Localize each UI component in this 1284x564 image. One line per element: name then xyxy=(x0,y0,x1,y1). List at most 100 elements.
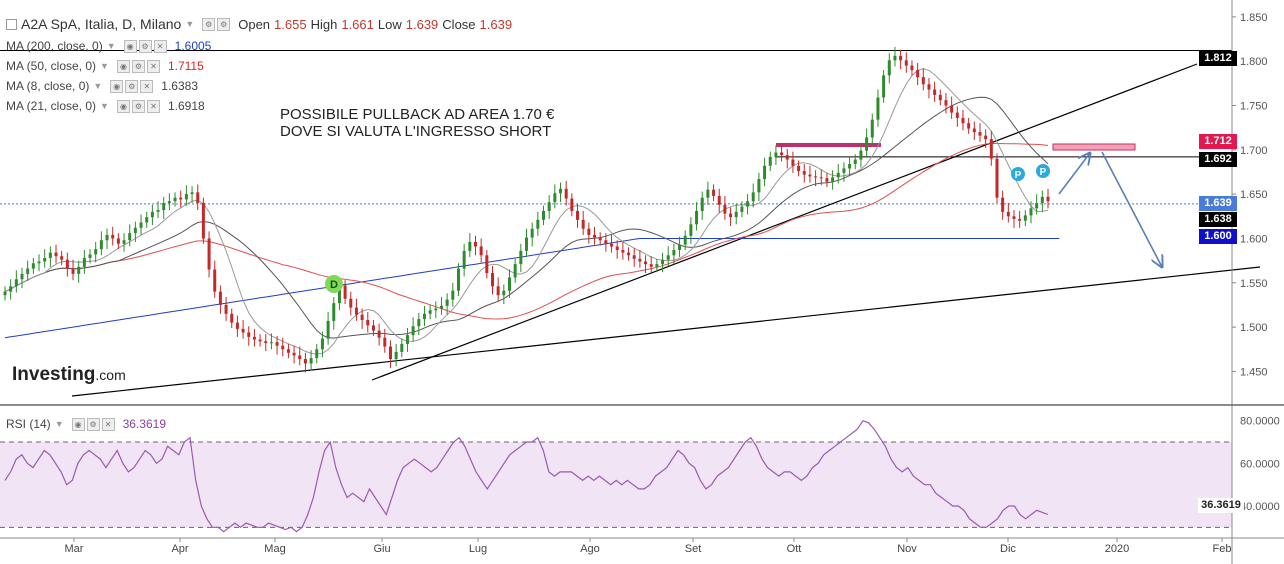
close-icon[interactable]: ✕ xyxy=(153,39,167,53)
candle-body xyxy=(502,290,506,296)
candle-body xyxy=(258,339,262,342)
rsi-tools[interactable]: ◉ ⚙ ✕ xyxy=(71,417,115,431)
close-label: Close xyxy=(442,16,476,32)
candle-body xyxy=(434,308,438,311)
y-tick-label: 1.800 xyxy=(1240,56,1268,68)
candle-body xyxy=(230,313,234,323)
gear-icon[interactable]: ⚙ xyxy=(131,99,145,113)
rsi-tick-label: 60.0000 xyxy=(1240,458,1280,470)
close-icon[interactable]: ✕ xyxy=(146,59,160,73)
candle-body xyxy=(808,174,812,177)
candle-body xyxy=(785,155,789,160)
candle-body xyxy=(780,152,784,156)
candle-body xyxy=(978,132,982,136)
chevron-down-icon[interactable]: ▼ xyxy=(106,41,116,51)
trendlines xyxy=(0,50,1261,397)
symbol-tools[interactable]: ⚙ ⚙ xyxy=(202,17,231,31)
eye-icon[interactable]: ◉ xyxy=(116,99,130,113)
chevron-down-icon[interactable]: ▼ xyxy=(54,419,64,429)
annotations: D P P xyxy=(325,152,1162,293)
annotation-text: POSSIBILE PULLBACK AD AREA 1.70 € DOVE S… xyxy=(280,106,554,140)
eye-icon[interactable]: ◉ xyxy=(123,39,137,53)
close-icon[interactable]: ✕ xyxy=(146,99,160,113)
candle-body xyxy=(179,197,183,200)
rsi-tick-label: 80.0000 xyxy=(1240,416,1280,428)
logo-main: Investing xyxy=(12,364,96,385)
candle-body xyxy=(31,263,35,269)
arrow-up xyxy=(1058,153,1090,195)
candle-body xyxy=(388,346,392,359)
candle-body xyxy=(836,172,840,178)
gear-icon[interactable]: ⚙ xyxy=(138,39,152,53)
candle-body xyxy=(553,193,557,203)
candle-body xyxy=(94,249,98,255)
moving-averages xyxy=(4,68,1060,355)
close-value: 1.639 xyxy=(479,16,513,32)
candle-body xyxy=(473,242,477,247)
candle-body xyxy=(111,234,115,239)
candle-body xyxy=(485,255,489,274)
close-icon[interactable]: ✕ xyxy=(140,79,154,93)
eye-icon[interactable]: ◉ xyxy=(71,417,85,431)
candle-body xyxy=(661,259,665,265)
candle-body xyxy=(587,228,591,235)
ma-21-tools[interactable]: ◉ ⚙ ✕ xyxy=(116,99,160,113)
settings-icon[interactable]: ⚙ xyxy=(202,17,216,31)
candle-body xyxy=(196,192,200,203)
high-value: 1.661 xyxy=(341,16,374,32)
candle-body xyxy=(729,213,733,218)
ma-21-legend: MA (21, close, 0) ▼ ◉ ⚙ ✕ 1.6918 xyxy=(6,99,205,113)
collapse-icon[interactable] xyxy=(6,18,17,30)
chevron-down-icon[interactable]: ▼ xyxy=(100,61,109,71)
chevron-down-icon[interactable]: ▼ xyxy=(100,101,109,111)
x-tick-label: 2020 xyxy=(1105,543,1129,555)
candle-body xyxy=(150,211,154,218)
x-tick-label: Mar xyxy=(65,543,84,555)
candle-body xyxy=(1023,215,1027,221)
candle-body xyxy=(54,252,58,257)
candle-body xyxy=(825,178,829,182)
candle-body xyxy=(938,94,942,101)
eye-icon[interactable]: ◉ xyxy=(116,59,130,73)
candle-body xyxy=(292,352,296,356)
candle-body xyxy=(632,255,636,259)
candle-body xyxy=(536,219,540,229)
candle-body xyxy=(218,291,222,305)
candle-body xyxy=(354,307,358,315)
chevron-down-icon[interactable]: ▼ xyxy=(185,19,195,29)
candle-body xyxy=(326,320,330,339)
arrow-down xyxy=(1101,151,1162,267)
ma-8-tools[interactable]: ◉ ⚙ ✕ xyxy=(110,79,154,93)
candle-body xyxy=(71,268,75,274)
ma-21-value: 1.6918 xyxy=(167,99,205,113)
ma-200-tools[interactable]: ◉ ⚙ ✕ xyxy=(123,39,167,53)
candle-body xyxy=(598,237,602,241)
x-tick-label: Ago xyxy=(580,543,600,555)
candle-body xyxy=(927,84,931,90)
candle-body xyxy=(337,285,341,304)
ma-8-value: 1.6383 xyxy=(161,79,198,93)
annotation-line-1: POSSIBILE PULLBACK AD AREA 1.70 € xyxy=(280,106,555,123)
candle-body xyxy=(116,238,120,244)
candle-body xyxy=(649,264,653,267)
close-icon[interactable]: ✕ xyxy=(101,417,115,431)
ma-21-label: MA (21, close, 0) xyxy=(6,99,97,113)
rsi-legend: RSI (14) ▼ ◉ ⚙ ✕ 36.3619 xyxy=(6,417,166,431)
gear-icon[interactable]: ⚙ xyxy=(86,417,100,431)
gear-icon[interactable]: ⚙ xyxy=(125,79,139,93)
annotation-line-2: DOVE SI VALUTA L'INGRESSO SHORT xyxy=(280,123,552,140)
candle-body xyxy=(139,222,143,228)
candle-body xyxy=(14,279,18,287)
gear-icon[interactable]: ⚙ xyxy=(217,17,231,31)
x-tick-label: Lug xyxy=(469,543,487,555)
chevron-down-icon[interactable]: ▼ xyxy=(93,81,103,91)
candle-body xyxy=(1018,218,1022,221)
candle-body xyxy=(462,250,466,269)
candle-body xyxy=(247,332,251,337)
gear-icon[interactable]: ⚙ xyxy=(131,59,145,73)
candle-body xyxy=(264,341,268,344)
eye-icon[interactable]: ◉ xyxy=(110,79,124,93)
ma-50-tools[interactable]: ◉ ⚙ ✕ xyxy=(116,59,160,73)
candle-body xyxy=(604,240,608,244)
